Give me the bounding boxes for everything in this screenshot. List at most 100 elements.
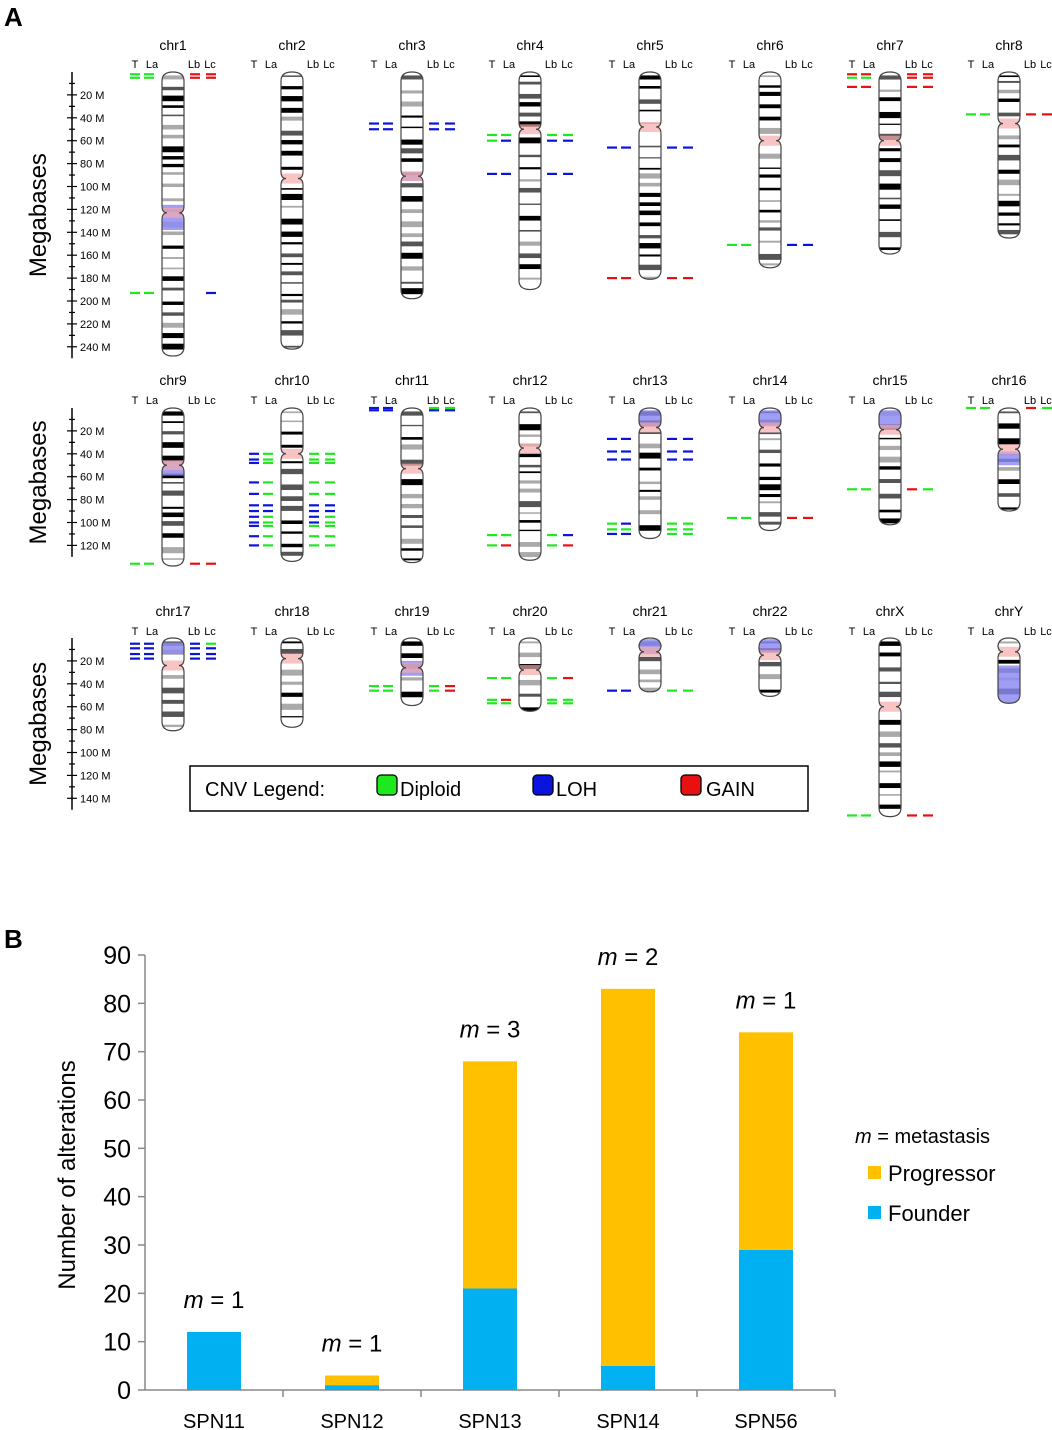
megabase-axis: 20 M 40 M 60 M 80 M 100 M 120 M Megabases bbox=[25, 408, 111, 557]
cytoband bbox=[519, 81, 541, 85]
track-label: T bbox=[968, 59, 975, 71]
track-label: T bbox=[729, 59, 736, 71]
track-label: Lb bbox=[785, 626, 797, 638]
track-label: T bbox=[968, 395, 975, 407]
cytoband bbox=[401, 515, 423, 519]
chromosome-label: chr6 bbox=[756, 37, 783, 53]
cytoband bbox=[998, 659, 1020, 664]
track-label: La bbox=[146, 395, 159, 407]
cytoband bbox=[519, 424, 541, 431]
cytoband bbox=[401, 424, 423, 427]
cytoband bbox=[281, 345, 303, 348]
panel-b-label: B bbox=[4, 924, 23, 954]
cytoband bbox=[879, 652, 901, 657]
axis-tick-label: 100 M bbox=[80, 748, 111, 760]
cytoband bbox=[401, 493, 423, 499]
cytoband bbox=[519, 93, 541, 99]
shaded-region bbox=[879, 410, 901, 429]
chromosome-bands bbox=[401, 641, 423, 698]
cytoband bbox=[759, 263, 781, 266]
cytoband bbox=[639, 467, 661, 471]
loh-swatch bbox=[532, 774, 554, 796]
cytoband bbox=[759, 85, 781, 88]
cytoband bbox=[162, 257, 184, 259]
track-label: T bbox=[489, 59, 496, 71]
centromere bbox=[759, 650, 781, 661]
cytoband bbox=[401, 126, 423, 129]
track-label: T bbox=[729, 626, 736, 638]
cytoband bbox=[879, 493, 901, 499]
cytoband bbox=[759, 127, 781, 134]
chromosome-outline bbox=[997, 71, 1021, 239]
cytoband bbox=[759, 438, 781, 441]
track-label: Lc bbox=[443, 59, 455, 71]
y-tick-label: 80 bbox=[103, 990, 131, 1018]
chromosome-label: chr1 bbox=[159, 37, 186, 53]
cytoband bbox=[759, 493, 781, 498]
chromosome-bands bbox=[639, 639, 661, 692]
cytoband bbox=[519, 277, 541, 280]
track-label: Lc bbox=[681, 395, 693, 407]
chromosome-chr9: chr9 T La Lb Lc bbox=[130, 372, 216, 567]
cytoband bbox=[162, 156, 184, 160]
centromere bbox=[519, 443, 541, 454]
cytoband bbox=[639, 157, 661, 159]
cytoband bbox=[401, 281, 423, 284]
cytoband bbox=[281, 431, 303, 435]
metastasis-annotation: m = 1 bbox=[322, 1331, 383, 1358]
cytoband bbox=[519, 707, 541, 712]
y-tick-label: 40 bbox=[103, 1184, 131, 1212]
track-label: T bbox=[132, 395, 139, 407]
chromosome-bands bbox=[162, 411, 184, 560]
track-label: La bbox=[863, 395, 876, 407]
bar-progressor-spn12 bbox=[325, 1375, 379, 1386]
centromere bbox=[639, 121, 661, 132]
cytoband bbox=[639, 481, 661, 485]
cytoband bbox=[759, 75, 781, 78]
shaded-region bbox=[998, 665, 1020, 704]
cytoband bbox=[401, 525, 423, 528]
track-label: La bbox=[385, 626, 398, 638]
cytoband bbox=[759, 187, 781, 191]
track-label: La bbox=[385, 395, 398, 407]
track-label: T bbox=[609, 395, 616, 407]
cytoband bbox=[281, 193, 303, 200]
chromosome-label: chr22 bbox=[752, 603, 787, 619]
cytoband bbox=[759, 521, 781, 525]
cytoband bbox=[519, 542, 541, 547]
cytoband bbox=[401, 148, 423, 154]
cytoband bbox=[879, 466, 901, 470]
chromosome-body bbox=[879, 638, 901, 817]
track-label: T bbox=[968, 626, 975, 638]
track-label: La bbox=[503, 59, 516, 71]
cytoband bbox=[879, 89, 901, 92]
cytoband bbox=[162, 183, 184, 188]
cytoband bbox=[879, 456, 901, 463]
metastasis-legend-title: m = metastasis bbox=[855, 1126, 990, 1148]
y-tick-label: 30 bbox=[103, 1232, 131, 1260]
cytoband bbox=[401, 503, 423, 509]
cytoband bbox=[162, 724, 184, 728]
track-label: Lc bbox=[1040, 626, 1052, 638]
track-label: Lc bbox=[443, 626, 455, 638]
chromosome-label: chr16 bbox=[991, 372, 1026, 388]
cytoband bbox=[281, 205, 303, 208]
cytoband bbox=[162, 490, 184, 496]
chromosome-chr3: chr3 T La Lb Lc bbox=[369, 37, 455, 300]
cytoband bbox=[639, 510, 661, 515]
chromosome-outline bbox=[878, 407, 902, 526]
cytoband bbox=[879, 437, 901, 440]
track-label: Lb bbox=[307, 626, 319, 638]
cytoband bbox=[879, 231, 901, 238]
track-label: La bbox=[743, 395, 756, 407]
chromosome-outline bbox=[280, 637, 304, 728]
track-label: T bbox=[371, 59, 378, 71]
chromosome-chr12: chr12 T La Lb Lc bbox=[487, 372, 573, 561]
chromosome-chr8: chr8 T La Lb Lc bbox=[966, 37, 1052, 239]
cytoband bbox=[401, 411, 423, 416]
track-label: Lb bbox=[905, 59, 917, 71]
cytoband bbox=[998, 112, 1020, 117]
megabase-axis: 20 M 40 M 60 M 80 M 100 M 120 M 140 M Megabases bbox=[25, 638, 111, 810]
cytoband bbox=[281, 411, 303, 414]
chromosome-outline bbox=[400, 71, 424, 300]
